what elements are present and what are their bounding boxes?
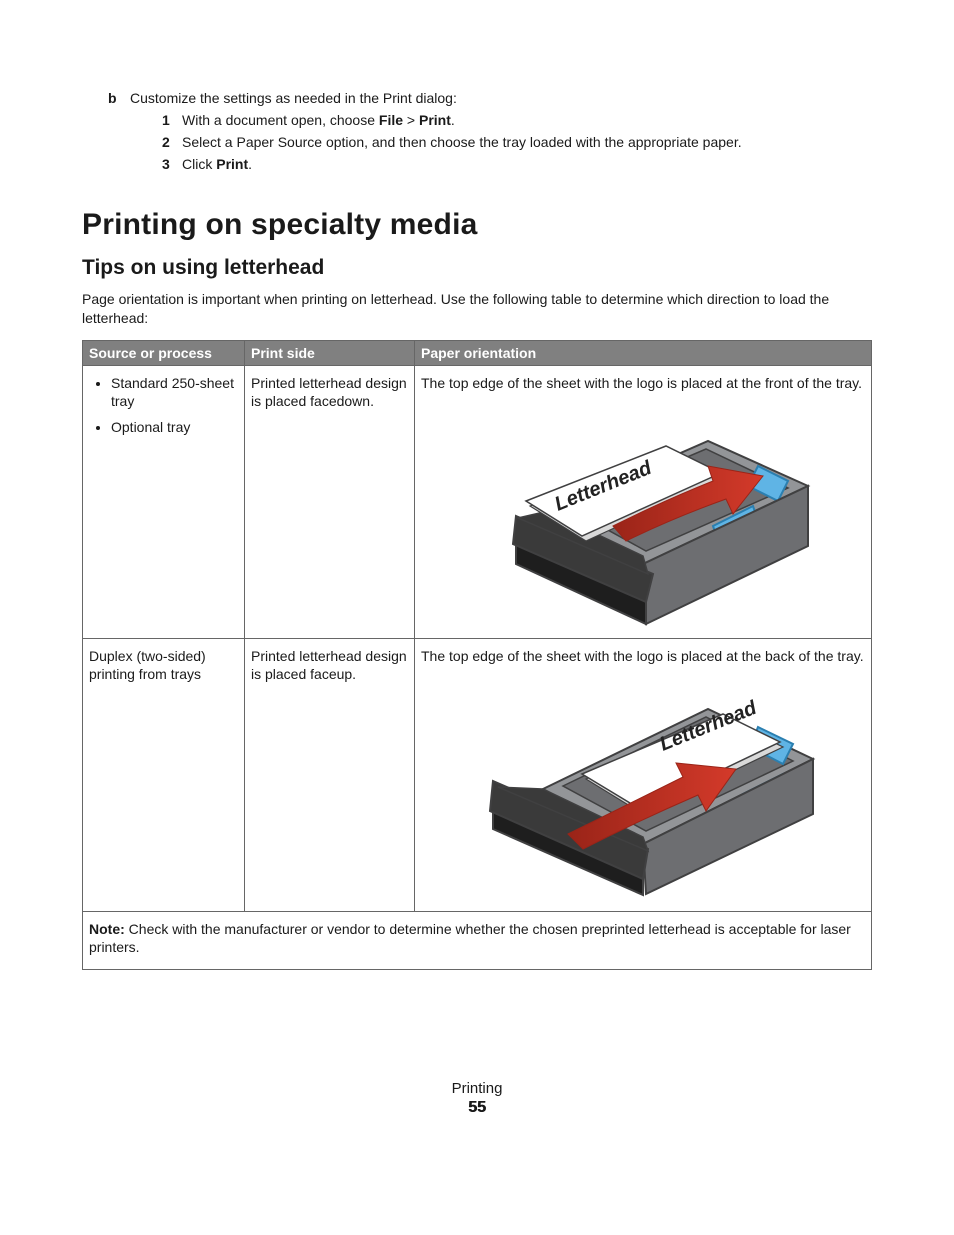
tray-diagram-back: Letterhead	[458, 669, 828, 899]
substep: 1With a document open, choose File > Pri…	[162, 112, 872, 128]
cell-source: Standard 250-sheet tray Optional tray	[83, 365, 245, 638]
substep-text: Click Print.	[182, 156, 252, 172]
th-source: Source or process	[83, 340, 245, 365]
cell-printside: Printed letterhead design is placed face…	[245, 365, 415, 638]
source-item: Standard 250-sheet tray	[111, 374, 238, 410]
tray-diagram: Letterhead	[458, 396, 828, 626]
th-printside: Print side	[245, 340, 415, 365]
orientation-text: The top edge of the sheet with the logo …	[421, 374, 865, 392]
th-orientation: Paper orientation	[415, 340, 872, 365]
step-b: b Customize the settings as needed in th…	[108, 90, 872, 172]
tray-diagram: Letterhead	[458, 669, 828, 899]
table-row: Standard 250-sheet tray Optional tray Prin…	[83, 365, 872, 638]
footer-page-number: 55	[82, 1099, 872, 1117]
intro-paragraph: Page orientation is important when print…	[82, 290, 872, 328]
substep-number: 2	[162, 134, 182, 150]
table-note: Note: Check with the manufacturer or ven…	[83, 912, 872, 969]
cell-printside: Printed letterhead design is placed face…	[245, 638, 415, 911]
cell-source: Duplex (two-sided) printing from trays	[83, 638, 245, 911]
footer-section: Printing	[82, 1080, 872, 1097]
substep-text: Select a Paper Source option, and then c…	[182, 134, 742, 150]
step-b-text: Customize the settings as needed in the …	[130, 90, 457, 106]
substep-text: With a document open, choose File > Prin…	[182, 112, 455, 128]
page-footer: Printing 55	[82, 1080, 872, 1117]
substep-number: 1	[162, 112, 182, 128]
note-text: Check with the manufacturer or vendor to…	[89, 921, 851, 955]
note-label: Note:	[89, 921, 125, 937]
orientation-text: The top edge of the sheet with the logo …	[421, 647, 865, 665]
step-b-marker: b	[108, 90, 130, 106]
source-item: Optional tray	[111, 418, 238, 436]
substep: 2Select a Paper Source option, and then …	[162, 134, 872, 150]
tray-diagram-front: Letterhead	[458, 396, 828, 626]
cell-orientation: The top edge of the sheet with the logo …	[415, 365, 872, 638]
letterhead-table: Source or process Print side Paper orien…	[82, 340, 872, 970]
heading-2: Tips on using letterhead	[82, 256, 872, 280]
table-row: Duplex (two-sided) printing from traysPr…	[83, 638, 872, 911]
substep-number: 3	[162, 156, 182, 172]
substep: 3Click Print.	[162, 156, 872, 172]
heading-1: Printing on specialty media	[82, 208, 872, 242]
cell-orientation: The top edge of the sheet with the logo …	[415, 638, 872, 911]
